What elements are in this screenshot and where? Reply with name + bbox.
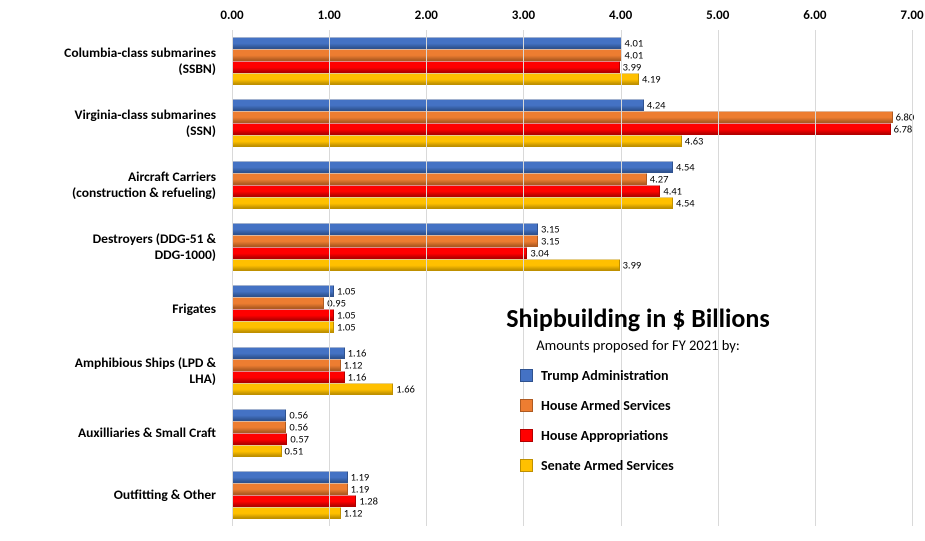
bar-hasc	[232, 235, 538, 247]
bar-value-label: 0.51	[285, 445, 304, 458]
x-axis-label: 3.00	[512, 8, 535, 23]
bar-sasc	[232, 383, 393, 395]
bar-sasc	[232, 321, 334, 333]
bar-happ	[232, 185, 660, 197]
bar-sasc	[232, 507, 341, 519]
bar-trump	[232, 223, 538, 235]
gridline	[329, 30, 330, 526]
chart-root: 4.014.013.994.194.246.806.784.634.544.27…	[0, 0, 925, 541]
category-label: Amphibious Ships (LPD &LHA)	[18, 355, 216, 387]
bar-trump	[232, 285, 334, 297]
bar-happ	[232, 371, 345, 383]
y-axis-labels: Columbia-class submarines(SSBN) Virginia-…	[18, 30, 224, 526]
x-axis-label: 4.00	[609, 8, 632, 23]
bar-sasc	[232, 73, 639, 85]
x-axis-label: 7.00	[900, 8, 923, 23]
legend-swatch	[520, 369, 533, 382]
legend-item-hasc: House Armed Services	[520, 394, 780, 416]
category-label: Aircraft Carriers(construction & refueli…	[18, 169, 216, 201]
legend-swatch	[520, 429, 533, 442]
bar-hasc	[232, 297, 324, 309]
bar-value-label: 3.04	[530, 247, 549, 260]
bar-group: 4.014.013.994.19	[232, 37, 912, 85]
category-label: Outfitting & Other	[18, 487, 216, 503]
legend-item-trump: Trump Administration	[520, 364, 780, 386]
legend: Trump Administration House Armed Services…	[520, 364, 780, 484]
gridline	[426, 30, 427, 526]
legend-item-happ: House Appropriations	[520, 424, 780, 446]
bar-value-label: 4.19	[642, 73, 661, 86]
bar-value-label: 3.99	[623, 259, 642, 272]
bar-sasc	[232, 135, 682, 147]
category-label: Destroyers (DDG-51 &DDG-1000)	[18, 231, 216, 263]
chart-subtitle: Amounts proposed for FY 2021 by:	[438, 336, 838, 354]
bar-value-label: 3.99	[623, 61, 642, 74]
gridline	[815, 30, 816, 526]
bar-value-label: 1.05	[337, 321, 356, 334]
x-axis-label: 6.00	[803, 8, 826, 23]
bar-hasc	[232, 173, 647, 185]
x-axis-label: 5.00	[706, 8, 729, 23]
bar-value-label: 4.54	[676, 197, 695, 210]
category-label: Virginia-class submarines(SSN)	[18, 107, 216, 139]
bar-hasc	[232, 421, 286, 433]
bar-trump	[232, 161, 673, 173]
legend-swatch	[520, 399, 533, 412]
bar-sasc	[232, 197, 673, 209]
bar-sasc	[232, 445, 282, 457]
gridline	[232, 30, 233, 526]
x-axis-label: 0.00	[220, 8, 243, 23]
legend-label: House Appropriations	[541, 427, 668, 444]
x-axis-label: 1.00	[318, 8, 341, 23]
legend-label: Senate Armed Services	[541, 457, 674, 474]
bar-happ	[232, 309, 334, 321]
bar-trump	[232, 409, 286, 421]
bar-value-label: 1.12	[344, 507, 363, 520]
legend-swatch	[520, 459, 533, 472]
bar-hasc	[232, 483, 348, 495]
bar-happ	[232, 247, 527, 259]
bar-value-label: 1.66	[396, 383, 415, 396]
bar-value-label: 4.54	[676, 161, 695, 174]
legend-item-sasc: Senate Armed Services	[520, 454, 780, 476]
category-label: Frigates	[18, 301, 216, 317]
bar-group: 4.246.806.784.63	[232, 99, 912, 147]
bar-group: 4.544.274.414.54	[232, 161, 912, 209]
bar-value-label: 4.24	[647, 99, 666, 112]
category-label: Auxilliaries & Small Craft	[18, 425, 216, 441]
title-block: Shipbuilding in $ Billions Amounts propo…	[438, 302, 838, 354]
bar-value-label: 4.63	[685, 135, 704, 148]
category-label: Columbia-class submarines(SSBN)	[18, 45, 216, 77]
bar-trump	[232, 471, 348, 483]
bar-trump	[232, 99, 644, 111]
legend-label: House Armed Services	[541, 397, 671, 414]
bar-hasc	[232, 111, 893, 123]
bar-happ	[232, 495, 356, 507]
gridline	[912, 30, 913, 526]
bar-group: 3.153.153.043.99	[232, 223, 912, 271]
legend-label: Trump Administration	[541, 367, 669, 384]
bar-value-label: 6.78	[894, 123, 913, 136]
bar-happ	[232, 123, 891, 135]
bar-hasc	[232, 359, 341, 371]
bar-trump	[232, 347, 345, 359]
chart-title: Shipbuilding in $ Billions	[438, 302, 838, 334]
bar-happ	[232, 433, 287, 445]
bar-value-label: 1.16	[348, 371, 367, 384]
x-axis-label: 2.00	[415, 8, 438, 23]
